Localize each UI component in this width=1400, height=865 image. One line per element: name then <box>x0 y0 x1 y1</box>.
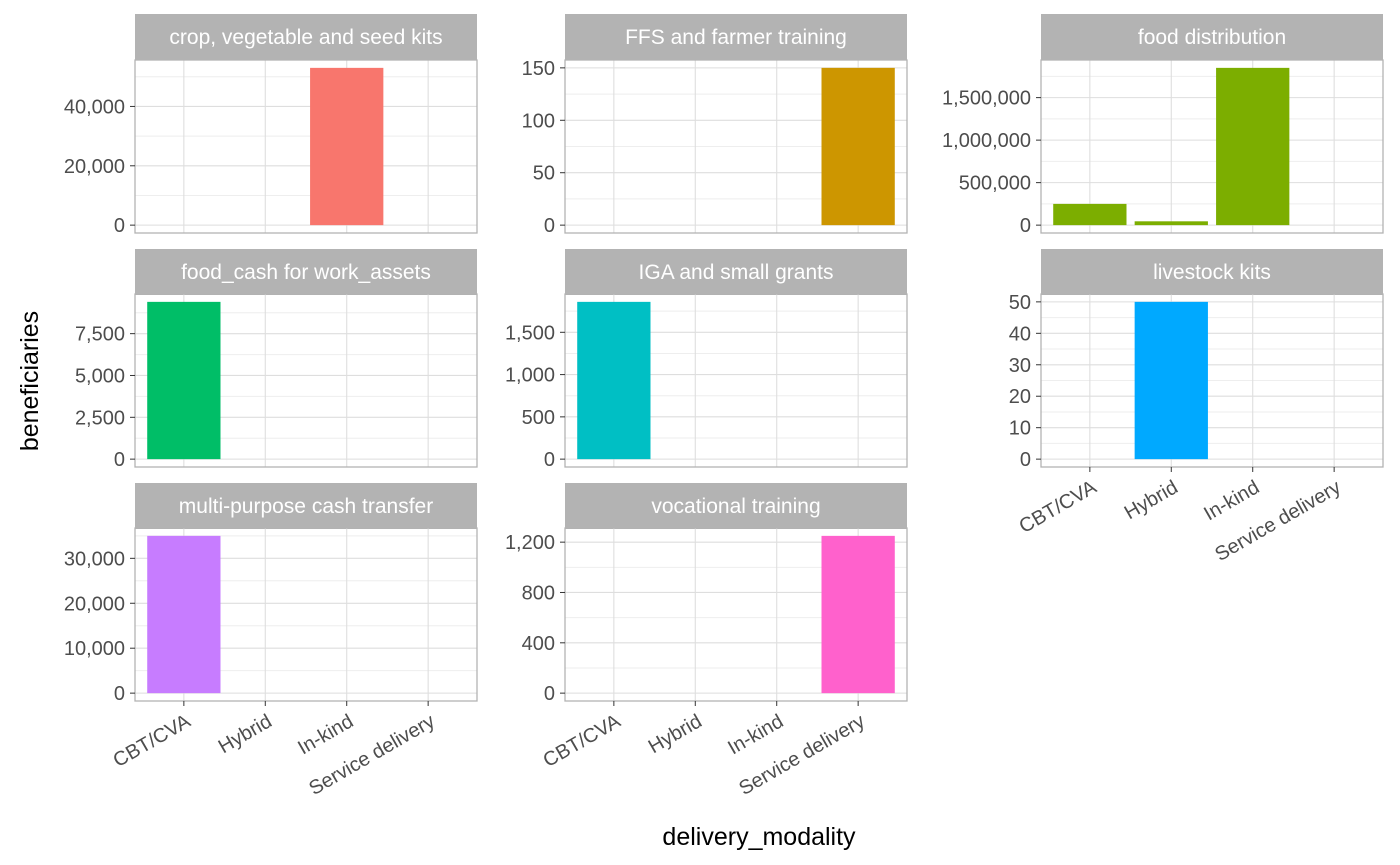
y-tick-label: 800 <box>522 582 555 604</box>
y-tick-label: 50 <box>1009 292 1031 314</box>
panel-border <box>564 527 908 702</box>
bar <box>821 67 895 226</box>
y-tick-label: 1,000,000 <box>942 130 1031 152</box>
facet-panel: IGA and small grants 0 500 1,000 1,500 <box>505 249 908 471</box>
bar <box>147 535 221 694</box>
x-tick-label: CBT/CVA <box>540 710 625 772</box>
panel-border <box>1040 293 1384 468</box>
y-tick-label: 0 <box>114 449 125 471</box>
facet-title: multi-purpose cash transfer <box>179 495 433 518</box>
facet-title: FFS and farmer training <box>625 26 847 49</box>
y-tick-label: 0 <box>114 215 125 237</box>
facet-strip <box>135 249 477 295</box>
facet-title: food_cash for work_assets <box>181 261 431 284</box>
y-tick-label: 0 <box>1020 215 1031 237</box>
x-tick-label: CBT/CVA <box>110 710 195 772</box>
y-tick-label: 10,000 <box>64 638 125 660</box>
bar <box>1134 301 1208 460</box>
facet-title: IGA and small grants <box>639 261 834 284</box>
x-tick-label: Hybrid <box>215 710 276 758</box>
panel-border <box>1040 59 1384 234</box>
facet-title: food distribution <box>1138 26 1286 49</box>
y-axis-title: beneficiaries <box>16 311 44 451</box>
y-tick-label: 150 <box>522 58 555 80</box>
y-tick-label: 30 <box>1009 355 1031 377</box>
x-axis-title: delivery_modality <box>662 823 856 851</box>
facet-panel: FFS and farmer training 0 50 100 150 <box>522 14 908 237</box>
bar <box>310 67 384 226</box>
x-tick-label: Hybrid <box>1121 476 1182 524</box>
panel-border <box>134 59 478 234</box>
x-tick-label: CBT/CVA <box>1016 476 1101 538</box>
facet-title: livestock kits <box>1153 261 1271 284</box>
bar <box>577 301 651 460</box>
y-tick-label: 10 <box>1009 418 1031 440</box>
y-tick-label: 400 <box>522 633 555 655</box>
facet-panel: livestock kits 0 10 20 30 40 50 CBT/CVA Hybrid In… <box>1009 249 1384 566</box>
bar <box>821 535 895 694</box>
y-tick-label: 0 <box>1020 449 1031 471</box>
facet-panel: food_cash for work_assets 0 2,500 5,000 7,50… <box>75 249 478 471</box>
y-tick-label: 1,000 <box>505 365 555 387</box>
facet-title: vocational training <box>651 495 820 518</box>
y-tick-label: 50 <box>533 163 555 185</box>
y-tick-label: 40 <box>1009 323 1031 345</box>
y-tick-label: 20 <box>1009 386 1031 408</box>
bar <box>147 301 221 460</box>
y-tick-label: 500,000 <box>959 173 1031 195</box>
x-tick-label: In-kind <box>294 710 357 759</box>
facet-panels: crop, vegetable and seed kits 0 20,000 40,0… <box>64 14 1384 800</box>
y-tick-label: 1,500 <box>505 322 555 344</box>
y-tick-label: 0 <box>544 449 555 471</box>
panel-border <box>564 293 908 468</box>
facet-strip <box>135 483 477 529</box>
panel-border <box>134 527 478 702</box>
y-tick-label: 0 <box>544 683 555 705</box>
y-tick-label: 5,000 <box>75 365 125 387</box>
x-tick-label: Hybrid <box>645 710 706 758</box>
bar <box>1134 221 1208 226</box>
facet-strip <box>1041 249 1383 295</box>
facet-strip <box>565 483 907 529</box>
y-tick-label: 500 <box>522 407 555 429</box>
y-tick-label: 20,000 <box>64 156 125 178</box>
facet-strip <box>565 249 907 295</box>
y-tick-label: 7,500 <box>75 324 125 346</box>
y-tick-label: 30,000 <box>64 548 125 570</box>
facet-title: crop, vegetable and seed kits <box>169 26 442 49</box>
bar <box>1216 67 1290 226</box>
x-tick-label: In-kind <box>1200 476 1263 525</box>
y-tick-label: 1,500,000 <box>942 88 1031 110</box>
x-tick-label: In-kind <box>724 710 787 759</box>
y-tick-label: 0 <box>114 683 125 705</box>
y-tick-label: 40,000 <box>64 96 125 118</box>
y-tick-label: 2,500 <box>75 407 125 429</box>
y-tick-label: 1,200 <box>505 532 555 554</box>
y-tick-label: 20,000 <box>64 593 125 615</box>
bar <box>1053 203 1127 226</box>
facet-panel: crop, vegetable and seed kits 0 20,000 40,0… <box>64 14 478 237</box>
facet-panel: vocational training 0 400 800 1,200 CBT/CVA Hy… <box>505 483 908 800</box>
facet-strip <box>135 14 477 60</box>
facet-panel: multi-purpose cash transfer 0 10,000 20,000… <box>64 483 478 800</box>
facet-strip <box>1041 14 1383 60</box>
y-tick-label: 100 <box>522 110 555 132</box>
y-tick-label: 0 <box>544 215 555 237</box>
panel-border <box>564 59 908 234</box>
facet-strip <box>565 14 907 60</box>
facet-panel: food distribution 0 500,000 1,000,000 1,500,… <box>942 14 1384 237</box>
panel-border <box>134 293 478 468</box>
